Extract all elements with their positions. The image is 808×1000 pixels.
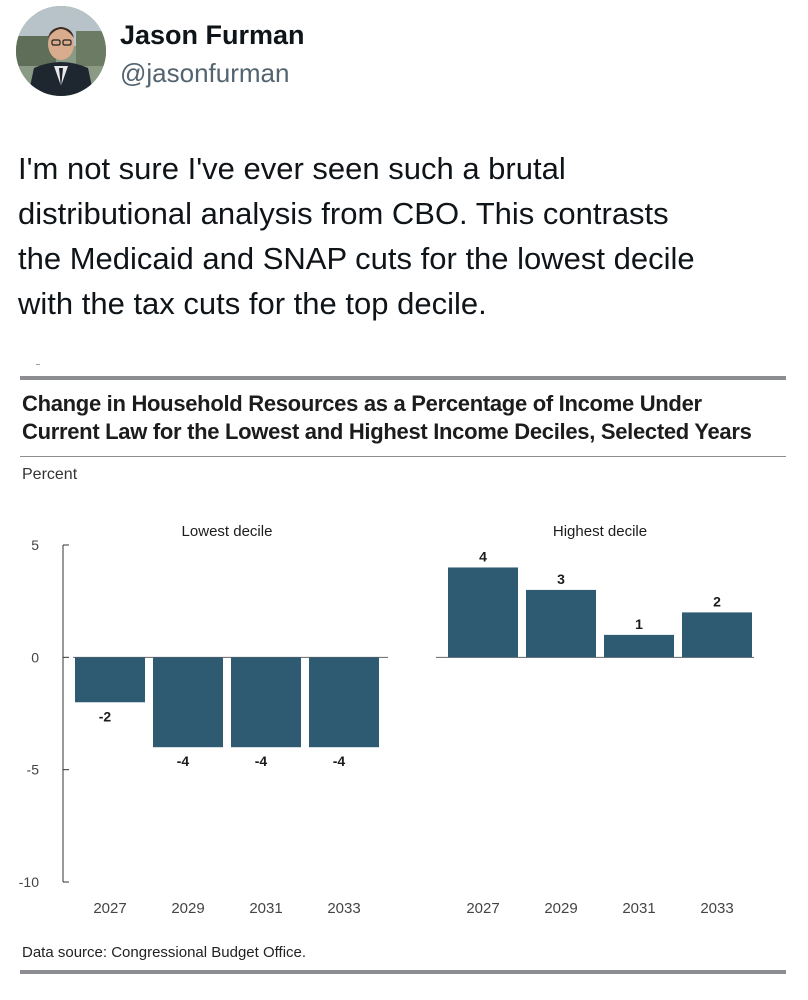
tweet-header: Jason Furman @jasonfurman [16,6,792,96]
data-label: -4 [255,753,268,769]
bar [604,634,674,658]
tweet-text-line: distributional analysis from CBO. This c… [18,196,669,231]
x-tick-label: 2027 [466,900,499,917]
panel-title: Highest decile [553,523,647,540]
y-tick-label: 5 [31,537,39,553]
y-tick-label: -5 [27,762,40,778]
author-handle[interactable]: @jasonfurman [120,58,290,88]
bar [682,612,752,658]
author-name[interactable]: Jason Furman [120,20,305,50]
tweet-text-line: I'm not sure I've ever seen such a bruta… [18,151,566,186]
x-tick-label: 2031 [622,900,655,917]
bar [526,589,596,658]
tweet-text-line: with the tax cuts for the top decile. [18,286,487,321]
unit-label: Percent [22,466,78,483]
x-tick-label: 2029 [171,900,204,917]
data-label: -4 [177,753,190,769]
bar [153,657,223,748]
bar-chart: 5 0 -5 -10 Lowest decile -2 2027 -4 2029 -4 2031 -4… [19,523,754,917]
data-source: Data source: Congressional Budget Office… [22,944,307,961]
panel-title: Lowest decile [182,523,273,540]
x-tick-label: 2027 [93,900,126,917]
y-tick-label: 0 [31,649,39,665]
x-tick-label: 2033 [327,900,360,917]
data-label: -2 [99,708,112,724]
x-tick-label: 2029 [544,900,577,917]
figure-title: Change in Household Resources as a Perce… [22,390,786,446]
avatar-photo-icon [16,6,106,96]
figure-title-rule [20,456,786,457]
y-tick-label: -10 [19,874,39,890]
data-label: 1 [635,616,643,632]
figure-bottom-rule [20,970,786,974]
x-tick-label: 2033 [700,900,733,917]
bar [309,657,379,748]
tweet-text: I'm not sure I've ever seen such a bruta… [18,146,788,326]
decorative-dot [36,364,40,365]
data-label: -4 [333,753,346,769]
data-label: 4 [479,548,487,564]
data-label: 3 [557,571,565,587]
bar [231,657,301,748]
bar [75,657,145,703]
x-tick-label: 2031 [249,900,282,917]
figure-title-line: Change in Household Resources as a Perce… [22,391,702,416]
data-label: 2 [713,593,721,609]
figure-title-line: Current Law for the Lowest and Highest I… [22,419,752,444]
chart-image[interactable]: Change in Household Resources as a Perce… [18,360,788,990]
avatar[interactable] [16,6,106,96]
tweet-text-line: the Medicaid and SNAP cuts for the lowes… [18,241,695,276]
bar [448,567,518,658]
figure-top-rule [20,376,786,380]
